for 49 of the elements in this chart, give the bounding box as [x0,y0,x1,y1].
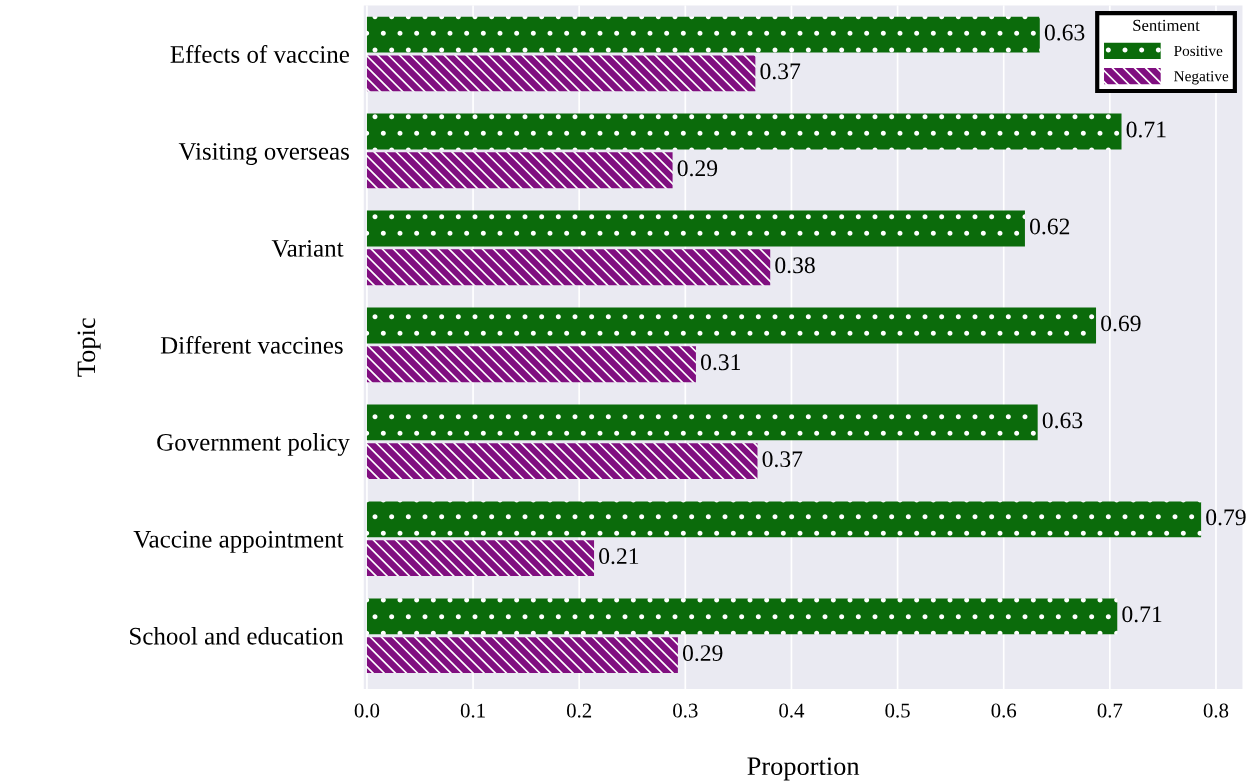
data-label: 0.29 [677,160,718,177]
y-tick-label: Variant [271,240,344,257]
bar [366,16,1040,53]
x-tick-label: 0.8 [1203,703,1229,718]
x-tick-label: 0.6 [991,703,1017,718]
x-tick-label: 0.3 [673,703,698,718]
data-label: 0.62 [1030,218,1070,235]
bar [366,307,1097,344]
data-label: 0.37 [760,63,801,80]
bar [366,113,1122,150]
legend-title: Sentiment [1133,19,1200,31]
bar [366,152,673,189]
legend-label: Positive [1174,45,1223,57]
y-tick-label: Vaccine appointment [133,530,344,553]
data-label: 0.63 [1042,412,1083,429]
x-tick-label: 0.4 [779,703,805,718]
y-tick-label: Government policy [157,433,350,456]
data-label: 0.21 [599,548,639,565]
data-label: 0.29 [682,645,723,662]
bar [366,404,1038,441]
bar [366,637,678,674]
data-label: 0.79 [1206,509,1246,526]
x-tick-label: 0.1 [460,703,485,718]
data-label: 0.71 [1122,606,1162,623]
y-tick-label: Visiting overseas [178,143,349,165]
bar [366,540,595,577]
x-tick-label: 0.5 [885,703,910,718]
bar [366,55,756,92]
x-tick-label: 0.2 [566,703,592,718]
data-label: 0.38 [775,257,815,274]
y-tick-label: Effects of vaccine [170,45,349,63]
data-label: 0.63 [1044,24,1085,41]
data-label: 0.71 [1126,121,1166,138]
y-tick-label: Different vaccines [160,335,343,354]
y-tick-label: School and education [130,627,344,645]
data-label: 0.69 [1101,315,1141,332]
bar [366,210,1025,247]
data-label: 0.31 [701,354,740,371]
legend-label: Negative [1174,71,1229,85]
bar [366,443,758,480]
bar [366,598,1118,635]
x-axis-title: Proportion [747,757,860,781]
bar [366,346,696,383]
bar [366,249,771,286]
bar [366,501,1202,538]
x-tick-label: 0.7 [1097,703,1123,718]
data-label: 0.37 [762,451,803,468]
x-tick-label: 0.0 [354,703,380,718]
y-axis-title: Topic [77,318,101,377]
